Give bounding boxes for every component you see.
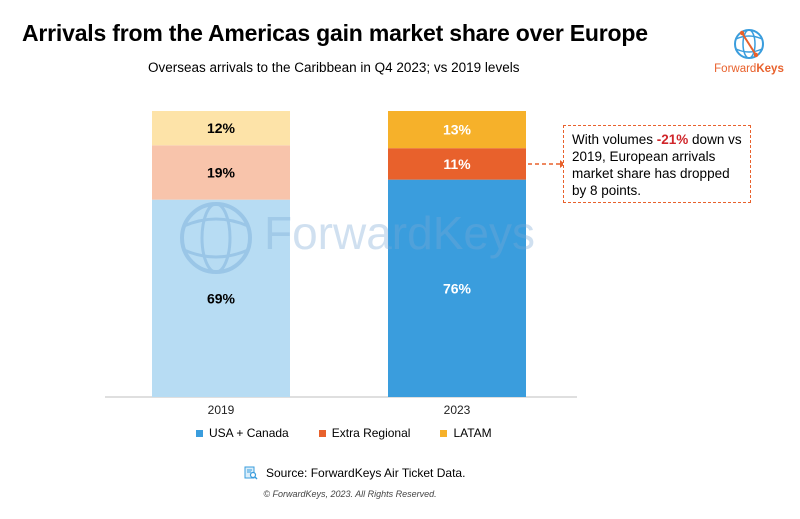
legend-item-extra-regional: Extra Regional <box>318 426 411 440</box>
x-tick-label: 2023 <box>444 403 471 417</box>
data-label: 12% <box>207 120 236 136</box>
chart-title: Arrivals from the Americas gain market s… <box>22 20 648 46</box>
data-label: 69% <box>207 290 236 306</box>
callout-text-before: With volumes <box>572 132 657 147</box>
legend-item-latam: LATAM <box>440 426 492 440</box>
callout-box: With volumes -21% down vs 2019, European… <box>563 125 751 203</box>
x-tick-label: 2019 <box>208 403 235 417</box>
source-text: Source: ForwardKeys Air Ticket Data. <box>266 466 466 480</box>
legend-label: Extra Regional <box>331 426 411 440</box>
legend-label: USA + Canada <box>209 426 289 440</box>
data-label: 19% <box>207 164 236 180</box>
legend-swatch <box>196 429 203 437</box>
legend-swatch <box>440 429 448 437</box>
forwardkeys-logo: ForwardKeys <box>712 27 786 77</box>
bar-segment <box>152 199 290 397</box>
data-label: 13% <box>443 122 472 138</box>
logo-word-1: Forward <box>714 63 757 75</box>
callout-text-after: down vs 2019, European arrivals market s… <box>572 132 742 198</box>
data-label: 11% <box>443 156 471 172</box>
bar-segment <box>152 111 290 146</box>
logo-wordmark: ForwardKeys <box>712 63 786 75</box>
logo-word-2: Keys <box>756 63 784 75</box>
legend-swatch <box>318 429 326 437</box>
bar-segment <box>388 111 526 149</box>
source-note: Source: ForwardKeys Air Ticket Data. <box>244 466 465 480</box>
chart-subtitle: Overseas arrivals to the Caribbean in Q4… <box>148 60 520 75</box>
document-search-icon <box>244 466 258 480</box>
chart-legend: USA + Canada Extra Regional LATAM <box>196 426 522 440</box>
callout-highlight: -21% <box>656 132 689 147</box>
data-label: 76% <box>443 280 472 296</box>
bar-segment <box>388 148 526 180</box>
bar-segment <box>152 145 290 200</box>
copyright-text: © ForwardKeys, 2023. All Rights Reserved… <box>263 489 437 499</box>
bar-segment <box>388 179 526 397</box>
legend-label: LATAM <box>453 426 492 440</box>
globe-icon <box>734 29 764 59</box>
legend-item-usa-canada: USA + Canada <box>196 426 289 440</box>
callout-arrowhead <box>560 160 565 168</box>
